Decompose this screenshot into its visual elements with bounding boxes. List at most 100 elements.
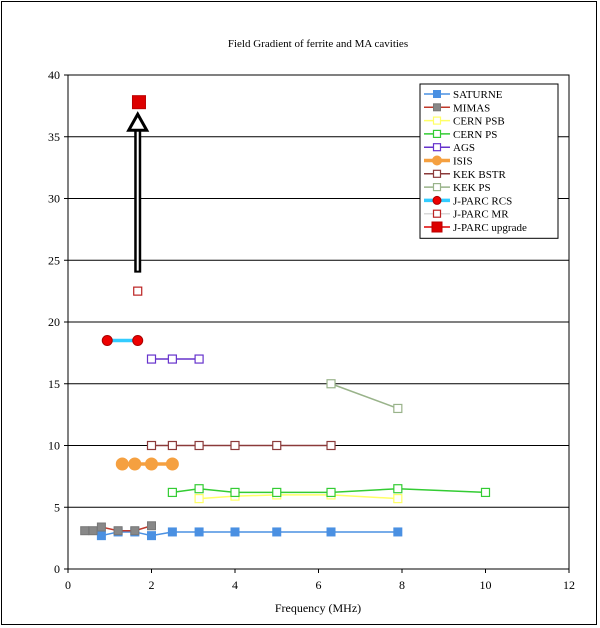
- series-line: [330, 383, 399, 410]
- data-point: [326, 440, 336, 451]
- legend-entry: CERN PS: [424, 129, 497, 141]
- legend-label: AGS: [453, 142, 475, 154]
- data-point: [80, 526, 90, 536]
- data-point: [326, 527, 336, 537]
- series-ags: [146, 354, 204, 364]
- legend-entry: J-PARC upgrade: [424, 221, 527, 234]
- legend-label: KEK PS: [453, 182, 491, 194]
- data-point: [230, 527, 240, 537]
- legend-entry: KEK BSTR: [424, 169, 507, 181]
- data-point: [133, 286, 143, 296]
- data-point: [230, 440, 240, 451]
- data-point: [393, 484, 403, 494]
- data-point: [115, 457, 129, 471]
- data-point: [130, 526, 140, 536]
- data-point: [194, 440, 204, 451]
- x-tick-label: 10: [480, 578, 492, 592]
- legend-label: CERN PS: [453, 129, 497, 141]
- data-point: [194, 527, 204, 537]
- data-point: [147, 521, 156, 531]
- data-point: [167, 527, 177, 537]
- data-point: [230, 487, 240, 498]
- y-tick-label: 20: [48, 315, 60, 329]
- data-point: [432, 209, 442, 218]
- data-point: [272, 527, 282, 537]
- data-point: [272, 440, 282, 451]
- data-point: [432, 116, 442, 125]
- series-mimas: [80, 521, 156, 536]
- y-tick-label: 40: [48, 68, 60, 82]
- series-group: [80, 95, 491, 541]
- data-point: [167, 440, 177, 451]
- data-point: [326, 379, 336, 389]
- legend-label: SATURNE: [453, 89, 503, 101]
- x-tick-label: 4: [232, 578, 238, 592]
- series-kek-ps: [326, 379, 403, 414]
- data-point: [480, 487, 491, 498]
- series-j-parc-rcs: [101, 335, 144, 347]
- legend-entry: AGS: [424, 142, 475, 154]
- series-isis: [115, 457, 179, 471]
- data-point: [432, 129, 442, 138]
- data-point: [433, 90, 441, 98]
- data-point: [165, 457, 179, 471]
- y-tick-label: 10: [48, 439, 60, 453]
- legend-label: MIMAS: [453, 102, 490, 114]
- legend-label: CERN PSB: [453, 116, 505, 128]
- data-point: [146, 440, 157, 451]
- y-tick-label: 30: [48, 192, 60, 206]
- data-point: [432, 155, 442, 166]
- data-point: [128, 457, 142, 471]
- data-point: [432, 183, 442, 192]
- data-point: [393, 527, 403, 537]
- x-tick-label: 12: [563, 578, 575, 592]
- series-j-parc-mr: [133, 286, 143, 296]
- x-tick-label: 0: [65, 578, 71, 592]
- data-point: [113, 526, 123, 536]
- legend-entry: SATURNE: [424, 89, 503, 101]
- legend-entry: J-PARC RCS: [424, 195, 512, 207]
- legend-label: J-PARC upgrade: [453, 222, 527, 234]
- data-point: [147, 531, 156, 541]
- chart-title: Field Gradient of ferrite and MA cavitie…: [228, 38, 408, 50]
- data-point: [146, 354, 157, 364]
- data-point: [88, 526, 98, 536]
- legend-entry: ISIS: [424, 155, 473, 168]
- series-saturne: [96, 527, 403, 541]
- legend-label: J-PARC MR: [453, 209, 509, 221]
- legend-label: ISIS: [453, 156, 473, 168]
- data-point: [167, 487, 177, 498]
- data-point: [194, 354, 204, 364]
- data-point: [432, 143, 442, 152]
- y-tick-label: 25: [48, 253, 60, 267]
- data-point: [272, 487, 282, 498]
- legend-label: KEK BSTR: [453, 169, 507, 181]
- series-cern-ps: [167, 484, 491, 498]
- data-point: [96, 522, 106, 532]
- legend-entry: J-PARC MR: [424, 209, 509, 221]
- legend-entry: CERN PSB: [424, 116, 505, 128]
- data-point: [326, 487, 336, 498]
- series-line: [199, 494, 398, 500]
- data-point: [145, 457, 158, 471]
- data-point: [194, 494, 204, 504]
- y-tick-label: 35: [48, 130, 60, 144]
- data-point: [431, 221, 443, 233]
- y-tick-label: 0: [54, 562, 60, 576]
- legend-label: J-PARC RCS: [453, 195, 512, 207]
- series-line: [101, 531, 398, 537]
- data-point: [433, 103, 441, 112]
- data-point: [393, 403, 403, 414]
- data-point: [96, 531, 106, 541]
- legend-entry: MIMAS: [424, 102, 490, 114]
- data-point: [132, 335, 144, 347]
- x-axis-label: Frequency (MHz): [275, 601, 361, 615]
- x-tick-label: 6: [316, 578, 322, 592]
- data-point: [194, 484, 204, 494]
- data-point: [167, 354, 177, 364]
- upgrade-arrow: [126, 111, 150, 273]
- series-kek-bstr: [146, 440, 336, 451]
- data-point: [131, 95, 146, 110]
